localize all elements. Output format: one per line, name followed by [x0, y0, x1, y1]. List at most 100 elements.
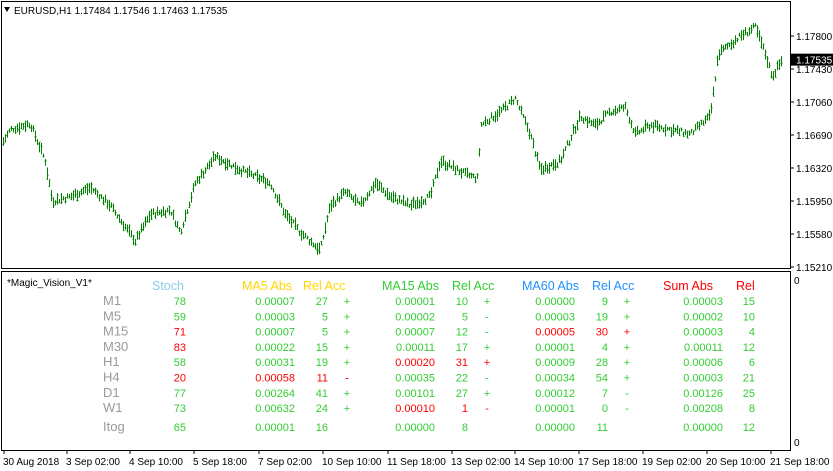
cell-ma5-rel: 11	[317, 373, 328, 385]
total-ma15-abs: 0.00000	[395, 422, 435, 434]
ohlc-bar	[396, 198, 399, 205]
cell-ma60-rel: 54	[596, 373, 608, 385]
ohlc-bar	[276, 194, 279, 203]
ohlc-bar	[214, 153, 217, 161]
ohlc-bar	[500, 106, 503, 113]
cell-ma60-rel: 28	[596, 357, 608, 369]
ohlc-bar	[274, 193, 277, 199]
ohlc-bar	[598, 118, 601, 126]
cell-ma60-sign: -	[625, 388, 629, 400]
ohlc-bar	[550, 161, 553, 167]
cell-sum-abs: 0.00003	[683, 327, 723, 339]
ohlc-bar	[490, 112, 493, 119]
ohlc-bar	[470, 172, 473, 179]
ohlc-bar	[142, 222, 145, 231]
indicator-scale-top: 0	[794, 276, 800, 287]
ohlc-bar	[488, 118, 491, 126]
ohlc-bar	[232, 163, 235, 168]
ohlc-bar	[170, 211, 173, 216]
ohlc-bar	[424, 198, 427, 206]
ohlc-bar	[82, 186, 85, 195]
ohlc-bar	[222, 159, 225, 164]
row-timeframe: H4	[103, 370, 120, 385]
cell-stoch: 77	[174, 388, 186, 400]
ohlc-bar	[398, 195, 401, 204]
cell-sum-rel: 15	[743, 296, 755, 308]
ohlc-bar	[648, 124, 651, 132]
cell-sum-abs: 0.00126	[683, 388, 723, 400]
ohlc-bar	[630, 120, 633, 129]
ohlc-bar	[712, 86, 715, 97]
ohlc-bar	[444, 160, 447, 171]
price-label: 1.17430	[796, 65, 833, 76]
cell-ma15-abs: 0.00007	[395, 327, 435, 339]
ohlc-bar	[730, 39, 733, 51]
ohlc-bar	[400, 199, 403, 204]
ohlc-bar	[352, 195, 355, 203]
ohlc-bar	[478, 148, 481, 157]
ohlc-bar	[370, 186, 373, 192]
cell-sum-rel: 21	[743, 373, 755, 385]
cell-sum-abs: 0.00006	[683, 357, 723, 369]
ohlc-bar	[14, 126, 17, 134]
cell-ma60-abs: 0.00005	[535, 327, 575, 339]
ohlc-bar	[588, 117, 591, 124]
cell-ma60-abs: 0.00012	[535, 388, 575, 400]
ohlc-bar	[374, 177, 377, 189]
cell-ma5-sign: +	[344, 296, 350, 308]
cell-sum-rel: 10	[743, 311, 755, 323]
ohlc-bar	[78, 191, 81, 198]
ohlc-bar	[234, 161, 237, 175]
ohlc-bar	[314, 243, 317, 250]
ohlc-bar	[674, 127, 677, 133]
ohlc-bar	[678, 128, 681, 137]
ohlc-bar	[220, 155, 223, 166]
ohlc-bar	[410, 199, 413, 211]
ohlc-bar	[228, 159, 231, 167]
ohlc-bar	[34, 130, 37, 142]
ohlc-bar	[692, 130, 695, 136]
ohlc-bar	[100, 194, 103, 200]
ohlc-bar	[148, 210, 151, 223]
price-label: 1.15950	[796, 197, 833, 208]
ohlc-bar	[18, 122, 21, 135]
ohlc-bar	[420, 196, 423, 209]
ohlc-bar	[204, 167, 207, 174]
ohlc-bar	[40, 142, 43, 155]
cell-ma15-rel: 27	[456, 388, 468, 400]
time-label: 13 Sep 02:00	[451, 457, 511, 468]
cell-ma15-abs: 0.00020	[395, 357, 435, 369]
time-label: 4 Sep 10:00	[129, 457, 183, 468]
ohlc-bar	[242, 165, 245, 172]
ohlc-bar	[462, 168, 465, 173]
price-label: 1.17060	[796, 98, 833, 109]
ohlc-bar	[504, 101, 507, 112]
price-label: 1.15580	[796, 230, 833, 241]
cell-ma60-rel: 9	[602, 296, 608, 308]
ohlc-bar	[266, 178, 269, 186]
ohlc-bar	[434, 174, 437, 180]
ohlc-bar	[460, 167, 463, 179]
ohlc-bar	[304, 232, 307, 238]
ohlc-bar	[726, 42, 729, 50]
ohlc-bar	[452, 160, 455, 172]
ohlc-bar	[752, 22, 755, 29]
row-timeframe: M1	[103, 293, 121, 308]
price-label: 1.15210	[796, 263, 833, 274]
cell-sum-rel: 8	[749, 403, 755, 415]
cell-sum-abs: 0.00003	[683, 373, 723, 385]
ohlc-bar	[106, 199, 109, 210]
ohlc-bar	[74, 188, 77, 198]
ohlc-bar	[286, 209, 289, 222]
ohlc-bar	[538, 161, 541, 170]
ohlc-bar	[572, 124, 575, 135]
ohlc-bar	[384, 190, 387, 197]
ohlc-bar	[152, 208, 155, 215]
ohlc-bar	[722, 45, 725, 52]
ohlc-bar	[436, 167, 439, 179]
ohlc-bar	[528, 128, 531, 140]
symbol-menu-icon[interactable]	[4, 7, 10, 12]
ohlc-bar	[710, 103, 713, 114]
ohlc-bar	[394, 192, 397, 202]
